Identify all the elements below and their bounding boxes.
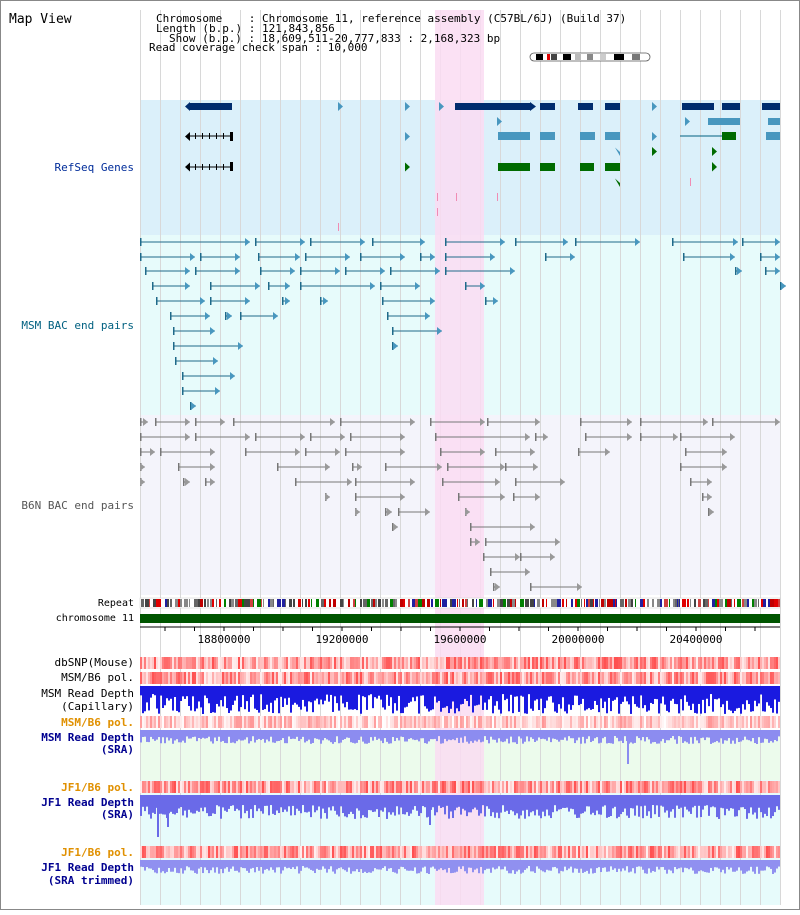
info-chromosome: Chromosome : Chromosome 11, reference as…	[156, 12, 626, 25]
axis-tick-label: 20400000	[670, 633, 723, 646]
track-label-b6n-bac: B6N BAC end pairs	[21, 499, 134, 512]
info-coverage-span: Read coverage check span : 10,000	[149, 41, 368, 54]
repeat-bar[interactable]	[139, 597, 781, 609]
track-label-jf1-depth-sub: (SRA)	[101, 808, 134, 821]
track-label-repeat: Repeat	[98, 598, 134, 609]
track-label-jf1-trim-sub: (SRA trimmed)	[48, 874, 134, 887]
jf1-pol-heat-strip[interactable]	[140, 781, 780, 793]
refseq-exon-ticks	[195, 133, 224, 170]
dbsnp-heat-strip[interactable]	[140, 657, 780, 669]
track-label-msm-pol: MSM/B6 pol.	[61, 671, 134, 684]
chromosome-bar[interactable]	[140, 614, 780, 623]
track-label-jf1-trim: JF1 Read Depth	[41, 861, 134, 874]
track-label-jf1-pol-2: JF1/B6 pol.	[61, 846, 134, 859]
msm-pol-heat-strip-2[interactable]	[140, 716, 780, 728]
track-label-chromosome: chromosome 11	[56, 613, 134, 624]
position-axis: 18800000 19200000 19600000 20000000 2040…	[140, 626, 780, 646]
msm-pol-heat-strip[interactable]	[140, 672, 780, 684]
axis-tick-label: 20000000	[552, 633, 605, 646]
jf1-pol-heat-strip-2[interactable]	[140, 846, 780, 858]
track-label-msm-depth-cap-sub: (Capillary)	[61, 700, 134, 713]
track-label-jf1-pol: JF1/B6 pol.	[61, 781, 134, 794]
axis-tick-label: 19600000	[434, 633, 487, 646]
info-length: Length (b.p.) : 121,843,856	[156, 22, 335, 35]
axis-tick-label: 18800000	[198, 633, 251, 646]
chromosome-ideogram[interactable]	[529, 52, 651, 62]
track-label-msm-pol-2: MSM/B6 pol.	[61, 716, 134, 729]
track-label-msm-depth-cap: MSM Read Depth	[41, 687, 134, 700]
msm-depth-capillary-plot[interactable]	[140, 686, 780, 714]
msm-depth-sra-plot[interactable]	[140, 730, 780, 764]
b6n-bac-pairs[interactable]	[140, 418, 780, 591]
track-label-jf1-depth: JF1 Read Depth	[41, 796, 134, 809]
vertical-grid	[140, 10, 781, 905]
refseq-genes[interactable]	[185, 102, 780, 231]
info-show: Show (b.p.) : 18,609,511-20,777,833 : 2,…	[169, 32, 500, 45]
track-label-refseq: RefSeq Genes	[55, 161, 134, 174]
axis-tick-label: 19200000	[316, 633, 369, 646]
track-label-dbsnp: dbSNP(Mouse)	[55, 656, 134, 669]
track-label-msm-depth-sra-sub: (SRA)	[101, 743, 134, 756]
highlight-region[interactable]	[435, 10, 484, 905]
map-view-title: Map View	[9, 12, 72, 27]
track-label-msm-depth-sra: MSM Read Depth	[41, 731, 134, 744]
jf1-depth-sra-plot[interactable]	[140, 795, 780, 837]
track-label-msm-bac: MSM BAC end pairs	[21, 319, 134, 332]
jf1-depth-trimmed-plot[interactable]	[140, 860, 780, 874]
msm-bac-pairs[interactable]	[140, 238, 786, 410]
